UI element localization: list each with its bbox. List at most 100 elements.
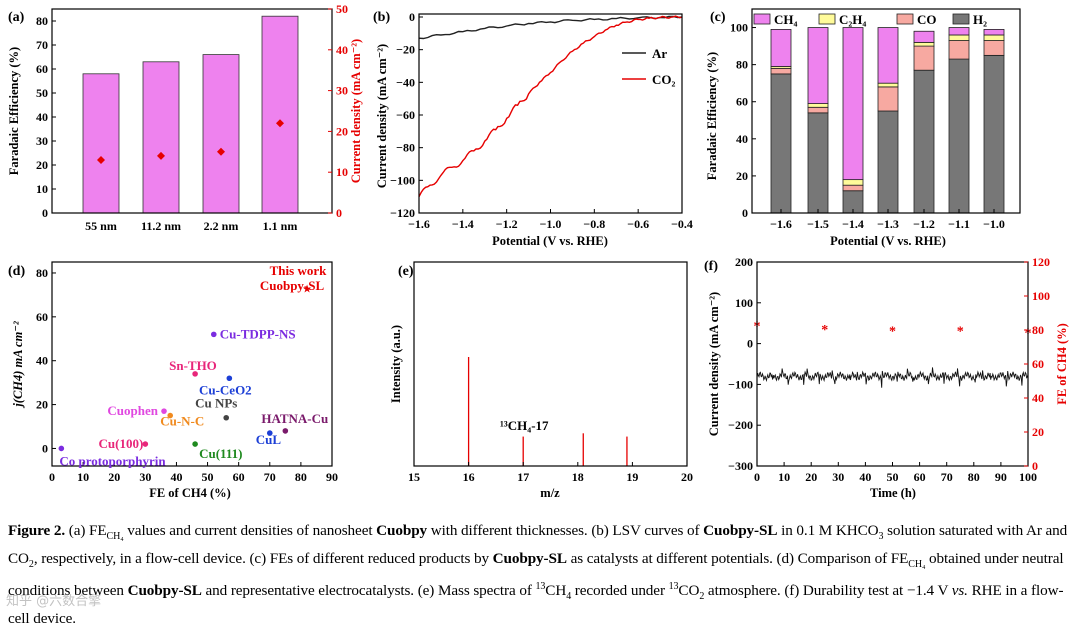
panel-a-frame	[51, 8, 333, 214]
xtick-label: −0.6	[627, 217, 649, 231]
xtick-label: 20	[108, 470, 120, 484]
xtick-label: −1.3	[877, 217, 899, 231]
caption-figure-label: Figure 2.	[8, 522, 66, 539]
x-axis-title: FE of CH4 (%)	[149, 486, 231, 500]
panel-label-b: (b)	[373, 10, 390, 25]
stacked-bar-co	[807, 106, 829, 114]
current-density-point	[217, 147, 225, 156]
catalyst-point	[282, 428, 289, 434]
ytick-label: −120	[390, 206, 415, 220]
xtick-label: 90	[995, 470, 1007, 484]
xtick-label: 60	[233, 470, 245, 484]
y2tick-label: 50	[336, 2, 348, 16]
ytick-label: 30	[36, 134, 48, 148]
xtick-label: −1.6	[770, 217, 792, 231]
ytick-label: 0	[42, 206, 48, 220]
y-axis-title: j(CH4) mA cm⁻²	[11, 321, 25, 409]
this-work-marker: ★	[302, 283, 312, 295]
this-work-label: This work	[270, 263, 327, 278]
ytick-label: 0	[42, 441, 48, 455]
stacked-bar-ch4	[770, 28, 792, 67]
panel-label-d: (d)	[8, 264, 25, 279]
x-axis-title: Potential (V vs. RHE)	[830, 234, 946, 248]
catalyst-label: Cuophen	[107, 403, 158, 418]
xtick-label: −1.1	[948, 217, 970, 231]
catalyst-label: CuL	[256, 432, 282, 447]
panel-e-frame	[413, 261, 688, 467]
fe-ch4-point: *	[821, 323, 828, 338]
caption-sub: CH₄	[106, 531, 124, 543]
catalyst-label: HATNA-Cu	[261, 411, 328, 426]
catalyst-point	[167, 412, 174, 419]
legend-label: H₂	[973, 12, 987, 27]
current-density-point	[97, 155, 105, 164]
ytick-label: 20	[36, 398, 48, 412]
legend-ar: Ar	[652, 46, 667, 61]
xtick-label: 0	[49, 470, 55, 484]
caption-text: with different thicknesses. (b) LSV curv…	[427, 522, 704, 539]
ytick-label: 40	[36, 110, 48, 124]
ytick-label: 20	[736, 169, 748, 183]
ytick-label: −200	[728, 418, 753, 432]
xtick-label: 20	[805, 470, 817, 484]
catalyst-label: Cu-N-C	[160, 414, 204, 429]
stacked-bar-c2h4	[948, 34, 970, 41]
stacked-bar-h2	[807, 112, 829, 214]
y2-axis-title: Current density (mA cm⁻²)	[349, 39, 363, 183]
xtick-label: 10	[77, 470, 89, 484]
stacked-bar-ch4	[913, 30, 935, 43]
ytick-label: 60	[36, 310, 48, 324]
caption-sub: 2	[28, 559, 34, 571]
legend-swatch	[818, 13, 836, 25]
y2tick-label: 20	[336, 124, 348, 138]
caption-sub: 2	[699, 591, 705, 603]
stacked-bar-ch4	[807, 27, 829, 104]
xtick-label: 70	[264, 470, 276, 484]
xtick-label: 19	[626, 470, 638, 484]
ytick-label: 50	[36, 86, 48, 100]
catalyst-label: Sn-THO	[169, 358, 217, 373]
y2tick-label: 80	[1032, 323, 1044, 337]
ytick-label: 60	[36, 62, 48, 76]
y-axis-title: Faradaic Efficiency (%)	[705, 52, 719, 180]
y2tick-label: 100	[1032, 289, 1050, 303]
ytick-label: 200	[735, 255, 753, 269]
stacked-bar-h2	[913, 69, 935, 214]
catalyst-point	[161, 408, 167, 414]
stacked-bar-c2h4	[983, 34, 1005, 41]
caption-text: obtained under neutral conditions betwee…	[8, 550, 1064, 600]
catalyst-label: Cu NPs	[195, 396, 237, 411]
stacked-bar-co	[842, 184, 864, 192]
panel-label-c: (c)	[710, 10, 726, 25]
catalyst-point	[58, 445, 65, 452]
y-axis-title: Current density (mA cm⁻²)	[707, 292, 721, 436]
y2tick-label: 30	[336, 84, 348, 98]
figure-caption: Figure 2. (a) FECH₄ values and current d…	[8, 520, 1074, 630]
xtick-label: 40	[859, 470, 871, 484]
legend-co2: CO₂	[652, 72, 676, 87]
y2tick-label: 40	[1032, 391, 1044, 405]
y-axis-title: Faradaic Efficiency (%)	[7, 47, 21, 175]
peak-annotation: ¹³CH₄-17	[500, 418, 549, 433]
caption-text: solution saturated with Ar and CO	[8, 522, 1068, 568]
ytick-label: −20	[396, 43, 415, 57]
y-axis-title: Intensity (a.u.)	[389, 325, 403, 403]
caption-sub: 3	[878, 531, 884, 543]
caption-text: , respectively, in a flow-cell device. (…	[33, 550, 493, 568]
xtick-label: 50	[202, 470, 214, 484]
caption-text: in 0.1 M KHCO	[777, 522, 879, 539]
xtick-label: 90	[326, 470, 338, 484]
xtick-label: 70	[941, 470, 953, 484]
y2tick-label: 0	[1032, 459, 1038, 473]
figure-2: 0 10 20 30 40 50 60 70 80 0 10 20 30 40 50 55 nm 11.2 nm…	[7, 2, 1069, 500]
ytick-label: −80	[396, 141, 415, 155]
fe-bar	[202, 54, 240, 214]
xtick-label: 20	[681, 470, 693, 484]
caption-text: (a) FE	[65, 522, 107, 539]
caption-text: as catalysts at different potentials. (d…	[566, 550, 909, 568]
ytick-label: 10	[36, 182, 48, 196]
xtick-label: 80	[968, 470, 980, 484]
y2tick-label: 60	[1032, 357, 1044, 371]
ytick-label: 100	[730, 21, 748, 35]
category-label: 11.2 nm	[141, 219, 181, 233]
